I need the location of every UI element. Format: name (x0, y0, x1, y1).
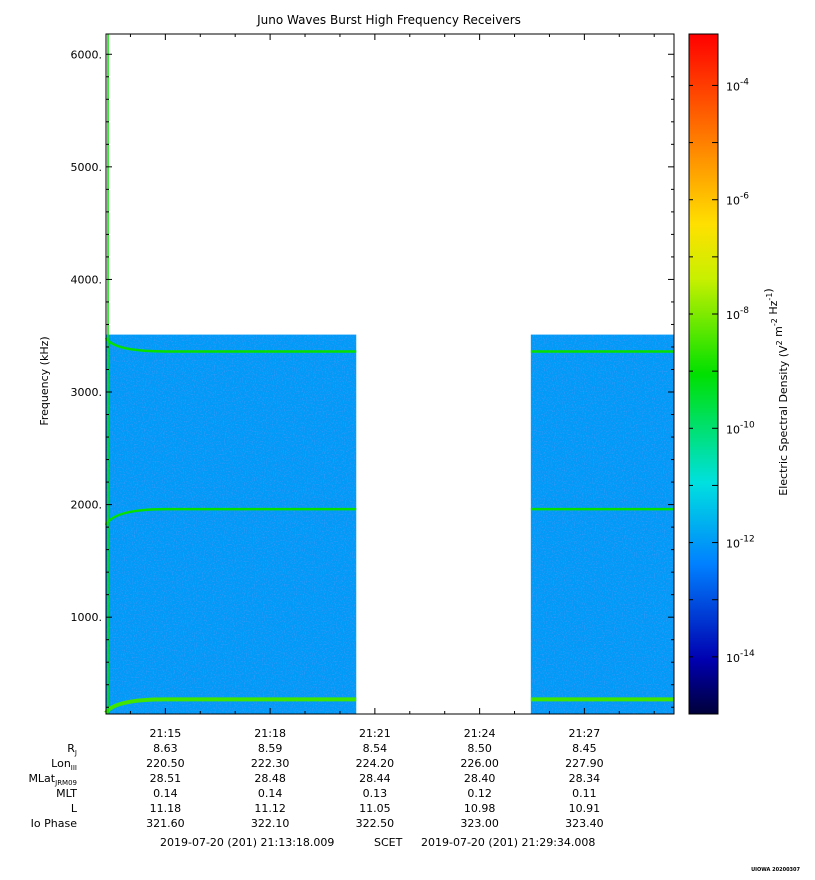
y-tick-label: 4000. (71, 273, 103, 286)
ephemeris-value: 0.14 (153, 787, 178, 800)
colorbar-tick-label: 10-4 (726, 77, 749, 93)
ephemeris-value: 0.13 (363, 787, 388, 800)
footer-start-time: 2019-07-20 (201) 21:13:18.009 (160, 836, 334, 849)
ephemeris-value: 28.34 (569, 772, 601, 785)
ephemeris-value: 222.30 (251, 757, 290, 770)
ephemeris-value: 0.11 (572, 787, 597, 800)
colorbar-tick-label: 10-14 (726, 649, 755, 665)
x-tick-label: 21:18 (254, 727, 286, 740)
colorbar-tick-label: 10-12 (726, 535, 755, 551)
ephemeris-value: 0.12 (467, 787, 492, 800)
data-segment-2 (530, 334, 674, 714)
ephemeris-value: 28.44 (359, 772, 391, 785)
ephemeris-value: 10.98 (464, 802, 496, 815)
plot-frame (105, 33, 675, 715)
ephemeris-value: 8.59 (258, 742, 283, 755)
y-tick-label: 6000. (71, 48, 103, 61)
ephemeris-value: 11.18 (150, 802, 182, 815)
ephemeris-row-label: L (71, 802, 78, 815)
ephemeris-value: 227.90 (565, 757, 604, 770)
ephemeris-value: 11.05 (359, 802, 391, 815)
ephemeris-value: 0.14 (258, 787, 283, 800)
x-tick-label: 21:27 (569, 727, 601, 740)
y-axis: 1000. 2000. 3000. 4000. 5000. 6000. (71, 48, 674, 708)
ephemeris-value: 322.10 (251, 817, 290, 830)
ephemeris-value: 321.60 (146, 817, 185, 830)
ephemeris-row-label: Io Phase (31, 817, 78, 830)
ephemeris-row-label: MLT (56, 787, 77, 800)
colorbar-tick-label: 10-10 (726, 420, 755, 436)
y-tick-label: 1000. (71, 611, 103, 624)
credit-stamp: UIOWA 20200307 (751, 867, 800, 873)
ephemeris-value: 220.50 (146, 757, 185, 770)
ephemeris-value: 28.51 (150, 772, 182, 785)
ephemeris-value: 8.45 (572, 742, 597, 755)
colorbar-tick-label: 10-8 (726, 306, 749, 322)
footer-end-time: 2019-07-20 (201) 21:29:34.008 (421, 836, 595, 849)
data-segment-1 (105, 334, 357, 714)
y-tick-label: 2000. (71, 499, 103, 512)
ephemeris-row-label: LonIII (51, 757, 77, 772)
plot-area (104, 34, 674, 715)
y-axis-label: Frequency (kHz) (38, 336, 51, 425)
chart-title: Juno Waves Burst High Frequency Receiver… (256, 13, 521, 27)
ephemeris-value: 322.50 (356, 817, 395, 830)
colorbar-label: Electric Spectral Density (V2 m-2 Hz-1) (762, 288, 790, 495)
y-tick-label: 3000. (71, 386, 103, 399)
ephemeris-value: 8.63 (153, 742, 178, 755)
ephemeris-value: 11.12 (254, 802, 286, 815)
ephemeris-value: 323.00 (460, 817, 499, 830)
colorbar-tick-label: 10-6 (726, 192, 749, 208)
x-tick-label: 21:15 (150, 727, 182, 740)
ephemeris-value: 28.40 (464, 772, 496, 785)
ephemeris-value: 226.00 (460, 757, 499, 770)
colorbar-axis: 10-4 10-6 10-8 10-10 10-12 10-14 (689, 77, 755, 715)
ephemeris-value: 8.54 (363, 742, 388, 755)
ephemeris-row-label: MLatJRM09 (28, 772, 77, 787)
ephemeris-value: 10.91 (569, 802, 601, 815)
ephemeris-row-label: RJ (67, 742, 77, 757)
ephemeris-value: 323.40 (565, 817, 604, 830)
y-tick-label: 5000. (71, 161, 103, 174)
x-tick-label: 21:24 (464, 727, 496, 740)
ephemeris-value: 8.50 (467, 742, 492, 755)
footer-scet: SCET (374, 836, 403, 849)
ephemeris-value: 224.20 (356, 757, 395, 770)
ephemeris-value: 28.48 (254, 772, 286, 785)
x-tick-label: 21:21 (359, 727, 391, 740)
x-axis: 21:15 21:18 21:21 21:24 21:27 (129, 34, 655, 740)
colorbar (688, 33, 719, 715)
